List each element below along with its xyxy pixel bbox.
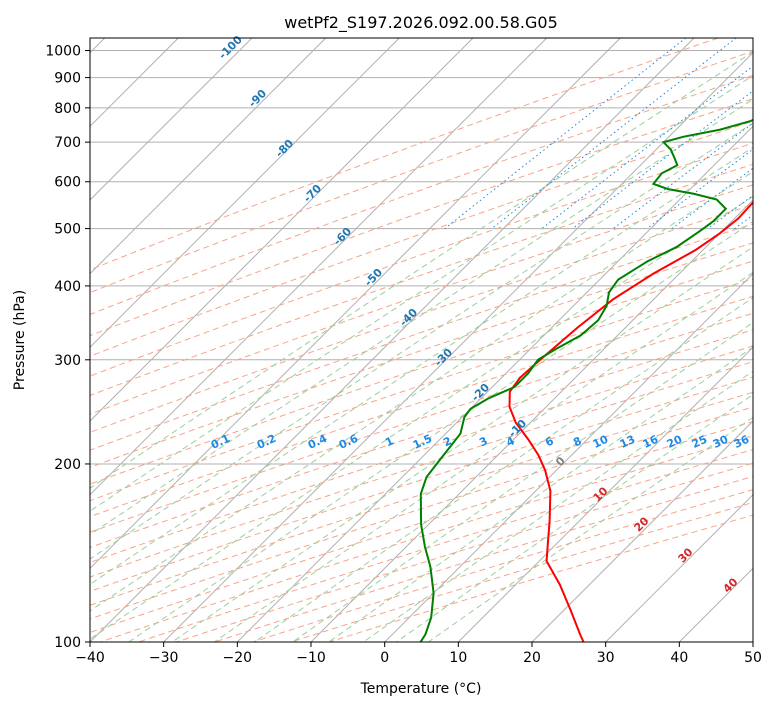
y-tick-label: 800 bbox=[54, 101, 81, 117]
y-tick-label: 200 bbox=[54, 457, 81, 473]
y-tick-label: 300 bbox=[54, 353, 81, 369]
y-axis-label: Pressure (hPa) bbox=[12, 290, 28, 390]
x-tick-label: −20 bbox=[223, 650, 253, 666]
chart-title: wetPf2_S197.2026.092.00.58.G05 bbox=[284, 13, 558, 33]
y-tick-label: 700 bbox=[54, 135, 81, 151]
y-tick-label: 1000 bbox=[45, 44, 81, 60]
x-tick-label: 50 bbox=[744, 650, 762, 666]
y-tick-label: 100 bbox=[54, 635, 81, 651]
x-tick-label: 20 bbox=[523, 650, 541, 666]
x-tick-label: −10 bbox=[296, 650, 326, 666]
x-tick-label: −40 bbox=[75, 650, 105, 666]
y-tick-label: 400 bbox=[54, 279, 81, 295]
x-tick-label: −30 bbox=[149, 650, 179, 666]
x-tick-label: 10 bbox=[449, 650, 467, 666]
x-tick-label: 0 bbox=[380, 650, 389, 666]
y-tick-label: 600 bbox=[54, 175, 81, 191]
y-tick-label: 500 bbox=[54, 222, 81, 238]
x-tick-label: 40 bbox=[670, 650, 688, 666]
y-tick-label: 900 bbox=[54, 71, 81, 87]
x-tick-label: 30 bbox=[597, 650, 615, 666]
x-axis-label: Temperature (°C) bbox=[360, 681, 482, 697]
